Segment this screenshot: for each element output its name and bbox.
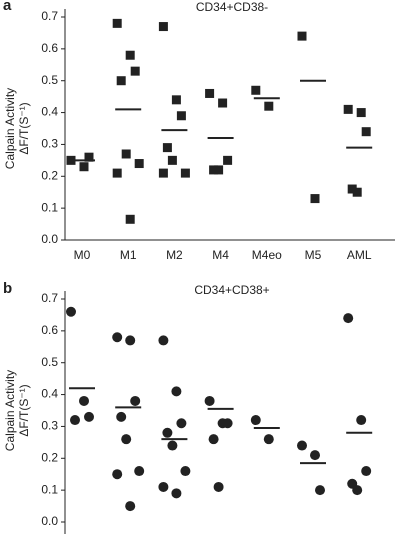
data-point	[121, 434, 132, 445]
data-point	[209, 165, 219, 175]
data-point	[352, 485, 363, 496]
y-tick-label: 0.3	[41, 137, 58, 151]
data-point	[356, 108, 366, 118]
x-tick-label: M4	[212, 248, 229, 262]
data-point	[125, 335, 136, 346]
y-axis-label: Calpain Activity	[3, 370, 17, 451]
data-point	[218, 98, 228, 108]
data-point	[250, 415, 261, 426]
data-point	[204, 395, 215, 406]
y-tick-label: 0.2	[41, 168, 58, 182]
data-point	[134, 159, 144, 169]
data-point	[343, 104, 353, 114]
data-point	[130, 395, 141, 406]
y-tick-label: 0.0	[41, 232, 58, 246]
data-point	[208, 434, 219, 445]
data-point	[79, 162, 89, 172]
data-point	[112, 332, 123, 343]
data-point	[213, 481, 224, 492]
data-point	[171, 386, 182, 397]
x-tick-label: M4eo	[252, 248, 282, 262]
y-tick-label: 0.5	[41, 355, 58, 369]
data-point	[180, 168, 190, 178]
y-tick-label: 0.4	[41, 105, 58, 119]
data-point	[125, 501, 136, 512]
data-point	[205, 88, 215, 98]
data-point	[343, 313, 354, 324]
panel-label: b	[3, 280, 12, 297]
data-point	[176, 111, 186, 121]
data-point	[297, 440, 307, 451]
data-point	[315, 485, 325, 496]
data-point	[112, 18, 122, 28]
data-point	[263, 434, 274, 445]
data-point	[361, 127, 371, 137]
y-axis-label: ΔF/T(S⁻¹)	[17, 384, 31, 436]
data-point	[251, 85, 261, 95]
data-point	[158, 22, 168, 32]
data-point	[116, 76, 126, 86]
y-tick-label: 0.7	[41, 291, 58, 305]
data-point	[167, 155, 177, 165]
data-point	[121, 149, 131, 159]
y-tick-label: 0.1	[41, 200, 58, 214]
data-point	[180, 466, 191, 477]
data-point	[158, 481, 169, 492]
data-point	[310, 194, 320, 204]
data-point	[70, 415, 80, 426]
data-point	[361, 466, 372, 477]
data-point	[222, 418, 233, 429]
data-point	[79, 395, 89, 406]
y-tick-label: 0.7	[41, 9, 58, 23]
y-axis-label: ΔF/T(S⁻¹)	[17, 102, 31, 154]
data-point	[356, 415, 367, 426]
data-point	[176, 418, 187, 429]
x-tick-label: M2	[166, 248, 183, 262]
data-point	[171, 95, 181, 105]
data-point	[162, 143, 172, 153]
data-point	[112, 168, 122, 178]
data-point	[125, 214, 135, 224]
x-tick-label: M1	[120, 248, 137, 262]
data-point	[158, 335, 169, 346]
y-tick-label: 0.6	[41, 323, 58, 337]
data-point	[84, 411, 94, 422]
chart-title: CD34+CD38+	[194, 283, 269, 297]
data-point	[112, 469, 123, 480]
data-point	[264, 101, 274, 111]
data-point	[66, 306, 76, 317]
data-point	[158, 168, 168, 178]
y-tick-label: 0.5	[41, 73, 58, 87]
y-axis-label: Calpain Activity	[3, 88, 17, 169]
data-point	[116, 411, 127, 422]
data-point	[347, 184, 357, 194]
data-point	[130, 66, 140, 76]
data-point	[214, 165, 224, 175]
panel-label: a	[3, 0, 12, 14]
y-tick-label: 0.0	[41, 514, 58, 528]
y-tick-label: 0.2	[41, 450, 58, 464]
data-point	[162, 427, 173, 438]
y-tick-label: 0.3	[41, 419, 58, 433]
data-point	[84, 152, 94, 162]
data-point	[297, 31, 307, 41]
data-point	[167, 440, 178, 451]
y-tick-label: 0.1	[41, 482, 58, 496]
chart-title: CD34+CD38-	[196, 0, 268, 14]
data-point	[134, 466, 145, 477]
data-point	[223, 155, 233, 165]
y-tick-label: 0.4	[41, 387, 58, 401]
data-point	[352, 187, 362, 197]
x-tick-label: M0	[74, 248, 91, 262]
data-point	[125, 50, 135, 60]
x-tick-label: M5	[305, 248, 322, 262]
data-point	[310, 450, 320, 461]
y-tick-label: 0.6	[41, 41, 58, 55]
data-point	[171, 488, 182, 499]
x-tick-label: AML	[347, 248, 372, 262]
